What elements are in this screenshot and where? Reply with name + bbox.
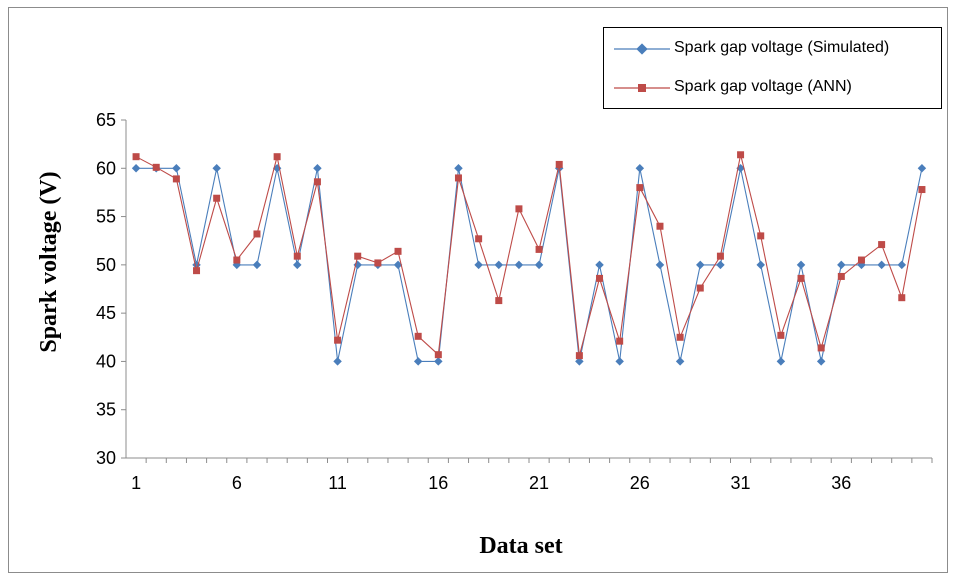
data-point-ann bbox=[313, 178, 321, 186]
data-point-ann bbox=[132, 153, 140, 161]
x-tick-label: 36 bbox=[831, 473, 851, 493]
x-tick-label: 21 bbox=[529, 473, 549, 493]
data-point-ann bbox=[434, 351, 442, 359]
x-tick-label: 31 bbox=[731, 473, 751, 493]
data-point-simulated bbox=[816, 357, 826, 366]
data-point-ann bbox=[495, 297, 503, 305]
x-tick-label: 1 bbox=[131, 473, 141, 493]
data-point-simulated bbox=[877, 260, 886, 270]
data-point-ann bbox=[837, 272, 845, 280]
legend: Spark gap voltage (Simulated) Spark gap … bbox=[603, 27, 942, 109]
data-point-ann bbox=[777, 331, 785, 339]
data-point-ann bbox=[898, 294, 906, 302]
data-point-simulated bbox=[434, 357, 443, 366]
series-line-1 bbox=[135, 154, 923, 356]
x-tick-label: 16 bbox=[428, 473, 448, 493]
data-point-ann bbox=[334, 336, 342, 344]
data-point-ann bbox=[213, 194, 221, 202]
data-point-ann bbox=[616, 337, 624, 345]
data-point-simulated bbox=[716, 260, 725, 270]
data-point-simulated bbox=[494, 260, 504, 270]
data-point-simulated bbox=[837, 260, 846, 270]
data-point-ann bbox=[454, 174, 462, 182]
data-point-ann bbox=[394, 247, 402, 255]
y-tick-label: 45 bbox=[96, 303, 116, 323]
y-tick-label: 60 bbox=[96, 158, 116, 178]
data-point-simulated bbox=[575, 357, 584, 366]
series-line-0 bbox=[136, 167, 923, 362]
data-point-simulated bbox=[313, 164, 322, 173]
data-point-ann bbox=[918, 186, 926, 194]
x-tick-label: 11 bbox=[328, 473, 347, 493]
data-point-ann bbox=[515, 205, 523, 213]
y-tick-label: 40 bbox=[96, 351, 116, 371]
x-tick-label: 6 bbox=[232, 473, 242, 493]
data-point-ann bbox=[152, 163, 160, 171]
y-tick-label: 30 bbox=[96, 448, 116, 468]
data-point-ann bbox=[817, 344, 825, 352]
data-point-ann bbox=[878, 241, 886, 249]
x-tick-label: 26 bbox=[630, 473, 650, 493]
data-point-simulated bbox=[474, 260, 483, 270]
data-point-simulated bbox=[514, 260, 524, 270]
data-point-simulated bbox=[796, 260, 806, 270]
data-point-simulated bbox=[454, 164, 463, 173]
data-point-simulated bbox=[776, 357, 786, 366]
data-point-simulated bbox=[393, 260, 403, 270]
data-point-simulated bbox=[696, 260, 705, 270]
data-point-simulated bbox=[756, 260, 765, 270]
data-point-simulated bbox=[655, 260, 665, 270]
data-point-simulated bbox=[534, 260, 544, 270]
data-point-ann bbox=[797, 274, 805, 282]
y-axis-title: Spark voltage (V) bbox=[36, 171, 62, 352]
data-point-simulated bbox=[675, 357, 685, 366]
data-point-simulated bbox=[131, 164, 141, 173]
data-point-ann bbox=[193, 267, 201, 275]
data-point-ann bbox=[656, 222, 664, 230]
data-point-ann bbox=[293, 252, 301, 260]
data-point-ann bbox=[636, 184, 644, 192]
data-point-ann bbox=[857, 256, 865, 264]
data-point-ann bbox=[172, 175, 180, 183]
data-point-ann bbox=[575, 352, 583, 360]
data-point-simulated bbox=[172, 164, 181, 173]
legend-swatch-simulated bbox=[614, 43, 670, 55]
data-point-ann bbox=[555, 160, 563, 168]
y-tick-label: 55 bbox=[96, 207, 116, 227]
data-point-simulated bbox=[293, 260, 302, 270]
data-point-simulated bbox=[413, 357, 423, 366]
y-tick-label: 65 bbox=[96, 110, 116, 130]
data-point-ann bbox=[696, 284, 704, 292]
data-point-simulated bbox=[595, 260, 604, 270]
x-axis-title: Data set bbox=[479, 533, 562, 559]
data-point-ann bbox=[596, 274, 604, 282]
data-point-ann bbox=[475, 235, 483, 243]
data-point-simulated bbox=[333, 357, 342, 366]
legend-label-simulated: Spark gap voltage (Simulated) bbox=[674, 39, 890, 56]
data-point-ann bbox=[354, 252, 362, 260]
data-point-ann bbox=[374, 259, 382, 267]
data-point-simulated bbox=[897, 260, 907, 270]
data-point-ann bbox=[253, 230, 261, 238]
legend-label-ann: Spark gap voltage (ANN) bbox=[674, 78, 852, 95]
y-tick-label: 50 bbox=[96, 255, 116, 275]
data-point-ann bbox=[676, 333, 684, 341]
data-point-ann bbox=[737, 151, 745, 159]
data-point-ann bbox=[414, 332, 422, 340]
data-point-simulated bbox=[635, 164, 645, 173]
data-point-simulated bbox=[615, 357, 624, 366]
data-point-ann bbox=[535, 245, 543, 253]
data-point-ann bbox=[757, 232, 765, 240]
data-point-simulated bbox=[212, 164, 221, 173]
legend-swatch-ann bbox=[614, 84, 670, 92]
data-point-simulated bbox=[917, 164, 927, 173]
y-tick-label: 35 bbox=[96, 400, 116, 420]
data-point-ann bbox=[233, 256, 241, 264]
data-point-ann bbox=[716, 252, 724, 260]
data-point-ann bbox=[273, 153, 281, 161]
data-point-simulated bbox=[252, 260, 262, 270]
